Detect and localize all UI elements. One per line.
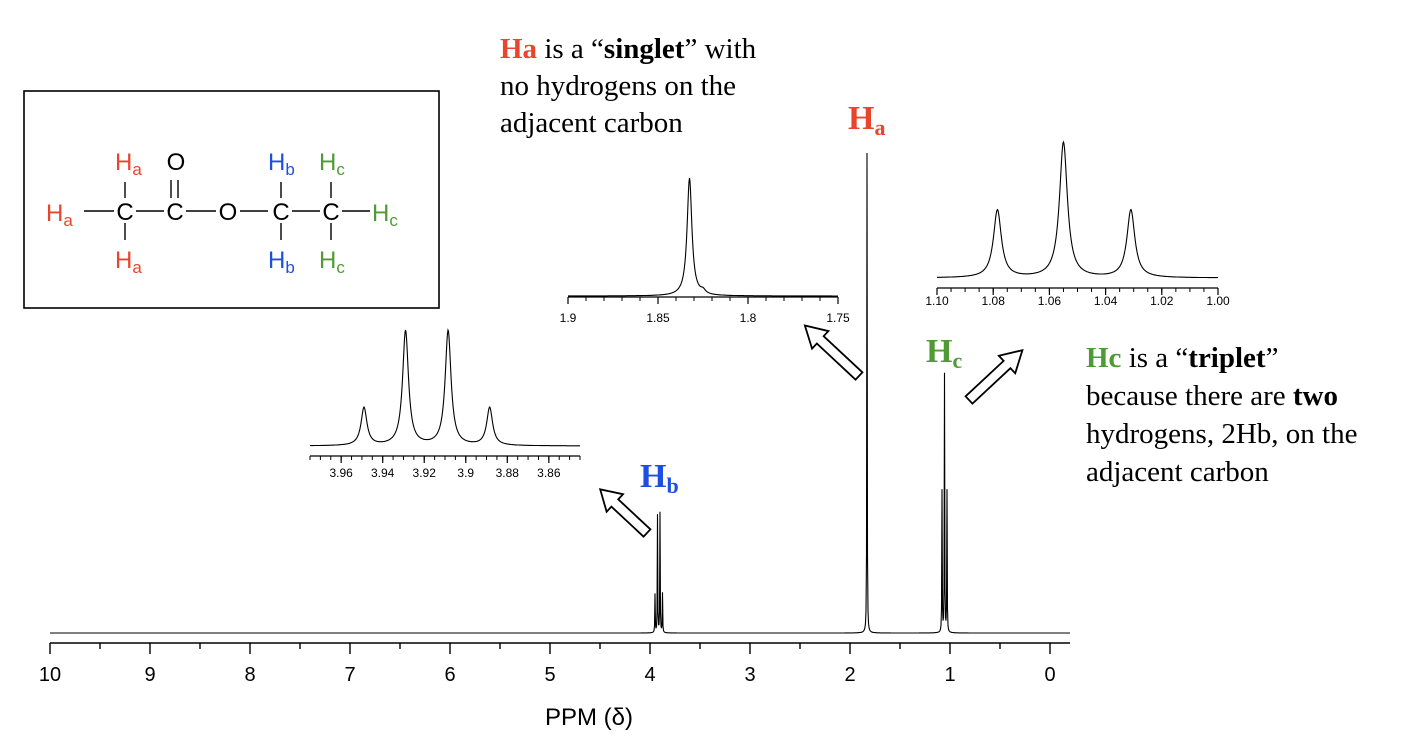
- atom-oxygen-ester: O: [219, 199, 238, 226]
- inset-x-tick-label: 1.00: [1206, 294, 1230, 308]
- atom-hc-bottom: Hc: [319, 247, 345, 277]
- ha-annotation-line2: no hydrogens on the: [500, 70, 736, 102]
- hc-annotation-line4: adjacent carbon: [1086, 456, 1269, 488]
- inset-x-tick-label: 3.86: [537, 466, 561, 480]
- inset-x-tick-label: 1.85: [646, 311, 670, 325]
- atom-carbon-2: C: [166, 199, 183, 226]
- hc-annotation-line3: hydrogens, 2Hb, on the: [1086, 418, 1357, 450]
- main-x-tick-label: 5: [544, 664, 555, 686]
- hc-annotation-line1: Hc is a “triplet”: [1086, 342, 1278, 374]
- inset-hc-triplet: 1.10 1.08 1.06 1.04 1.02 1.00: [925, 140, 1230, 308]
- arrow-to-hc-inset: [964, 348, 1024, 405]
- peak-label-ha: Ha: [848, 100, 885, 140]
- main-x-tick-label: 3: [744, 664, 755, 686]
- inset-x-tick-label: 1.04: [1094, 294, 1118, 308]
- atom-oxygen-carbonyl: O: [167, 149, 186, 176]
- molecule-structure: C C O C C O Ha Ha Ha Hb Hb Hc Hc Hc: [23, 90, 440, 309]
- atom-ha-left: Ha: [46, 200, 73, 230]
- main-x-tick-label: 1: [944, 664, 955, 686]
- main-x-ticks: 10 9 8 7 6 5 4 3 2 1 0: [39, 643, 1056, 686]
- inset-x-tick-label: 3.88: [496, 466, 520, 480]
- main-x-tick-label: 2: [844, 664, 855, 686]
- main-x-tick-label: 7: [344, 664, 355, 686]
- inset-x-tick-label: 1.08: [982, 294, 1006, 308]
- main-spectrum-trace: [50, 152, 1070, 634]
- inset-x-tick-label: 3.94: [371, 466, 395, 480]
- ha-annotation-line1: Ha is a “singlet” with: [500, 33, 757, 65]
- atom-carbon-1: C: [116, 199, 133, 226]
- inset-x-tick-label: 3.96: [329, 466, 353, 480]
- atom-hb-top: Hb: [268, 149, 295, 179]
- inset-x-tick-label: 1.8: [740, 311, 757, 325]
- hc-annotation: Hc is a “triplet” because there are two …: [1086, 342, 1357, 488]
- atom-carbon-4: C: [322, 199, 339, 226]
- inset-trace: [937, 140, 1218, 279]
- hc-annotation-line2: because there are two: [1086, 380, 1338, 412]
- atom-carbon-3: C: [272, 199, 289, 226]
- inset-x-tick-label: 1.06: [1038, 294, 1062, 308]
- main-x-tick-label: 10: [39, 664, 61, 686]
- main-spectrum-chart: 10 9 8 7 6 5 4 3 2 1 0 PPM (δ): [39, 152, 1070, 731]
- main-x-tick-label: 8: [244, 664, 255, 686]
- main-x-tick-label: 6: [444, 664, 455, 686]
- inset-trace: [310, 328, 580, 447]
- main-x-tick-label: 4: [644, 664, 655, 686]
- inset-hb-quartet: 3.96 3.94 3.92 3.9 3.88 3.86: [309, 328, 581, 480]
- inset-x-tick-label: 1.02: [1150, 294, 1174, 308]
- inset-ha-singlet: 1.9 1.85 1.8 1.75: [560, 177, 850, 325]
- inset-x-tick-label: 1.9: [560, 311, 577, 325]
- arrow-to-ha-inset: [803, 324, 864, 381]
- bond-lines: [84, 180, 370, 240]
- inset-x-tick-label: 1.10: [925, 294, 949, 308]
- ha-annotation-line3: adjacent carbon: [500, 107, 683, 139]
- main-x-axis-label: PPM (δ): [545, 704, 633, 731]
- molecule-box: [23, 90, 440, 309]
- inset-trace: [568, 177, 838, 297]
- atom-ha-bottom: Ha: [115, 247, 142, 277]
- ha-annotation: Ha is a “singlet” with no hydrogens on t…: [500, 33, 757, 139]
- main-x-tick-label: 9: [144, 664, 155, 686]
- inset-x-tick-label: 1.75: [826, 311, 850, 325]
- peak-label-hc: Hc: [926, 333, 962, 373]
- inset-x-tick-label: 3.92: [413, 466, 437, 480]
- atom-hc-right: Hc: [372, 200, 398, 230]
- atom-ha-top: Ha: [115, 149, 142, 179]
- main-x-tick-label: 0: [1044, 664, 1055, 686]
- arrow-to-hb-inset: [598, 488, 652, 538]
- inset-x-tick-label: 3.9: [457, 466, 474, 480]
- peak-label-hb: Hb: [640, 458, 679, 498]
- atom-hb-bottom: Hb: [268, 247, 295, 277]
- atom-hc-top: Hc: [319, 149, 345, 179]
